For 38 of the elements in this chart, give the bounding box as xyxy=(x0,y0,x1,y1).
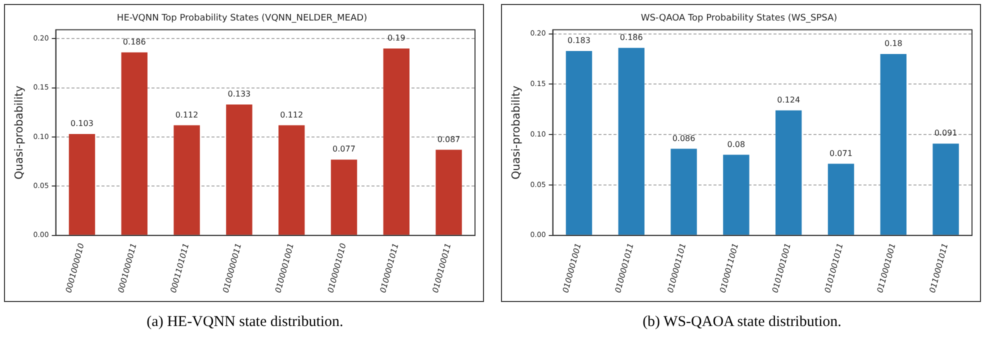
bar xyxy=(68,134,96,235)
data-label: 0.087 xyxy=(437,134,460,144)
data-label: 0.103 xyxy=(70,119,94,128)
bar xyxy=(330,160,358,235)
bar xyxy=(174,125,200,235)
bar xyxy=(670,148,697,235)
bar xyxy=(618,48,644,235)
y-axis-title: Quasi-probability xyxy=(509,85,522,180)
bar xyxy=(436,150,462,235)
data-label: 0.183 xyxy=(568,36,590,46)
data-label: 0.124 xyxy=(777,95,800,104)
data-label: 0.086 xyxy=(672,134,696,143)
data-label: 0.112 xyxy=(175,110,198,120)
data-label: 0.19 xyxy=(387,34,406,43)
bar xyxy=(775,110,802,235)
data-label: 0.091 xyxy=(934,128,958,138)
text: (a) HE-VQNN state distribution. xyxy=(146,314,344,331)
data-label: 0.08 xyxy=(727,140,746,149)
data-label: 0.186 xyxy=(122,38,146,46)
bar xyxy=(723,154,750,235)
data-label: 0.112 xyxy=(280,110,304,120)
bar xyxy=(566,50,592,235)
bar xyxy=(932,144,959,235)
bar xyxy=(383,48,410,235)
bar xyxy=(828,164,854,235)
text: (b) WS-QAOA state distribution. xyxy=(642,314,842,331)
y-axis-title: Quasi-probability xyxy=(12,85,26,180)
chart-title: WS-QAOA Top Probability States (WS_SPSA) xyxy=(640,14,838,24)
data-label: 0.133 xyxy=(228,90,251,99)
bar xyxy=(226,104,252,235)
data-label: 0.186 xyxy=(620,33,643,42)
data-label: 0.077 xyxy=(332,144,356,154)
data-label: 0.18 xyxy=(884,39,902,48)
bar xyxy=(121,52,148,235)
bar xyxy=(278,125,305,235)
data-label: 0.071 xyxy=(830,148,852,158)
bar xyxy=(880,54,906,235)
chart-title: HE-VQNN Top Probability States (VQNN_NELDER_MEAD) xyxy=(116,14,368,24)
